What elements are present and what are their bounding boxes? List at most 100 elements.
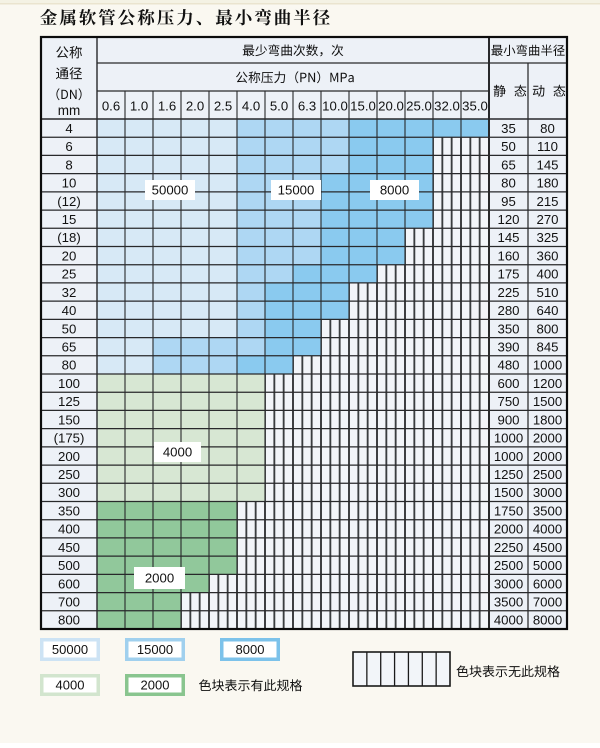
svg-text:3500: 3500 xyxy=(533,503,562,518)
svg-text:10: 10 xyxy=(62,176,77,191)
svg-text:6: 6 xyxy=(65,139,72,154)
svg-text:500: 500 xyxy=(58,558,80,573)
svg-text:(18): (18) xyxy=(57,230,80,245)
svg-text:1000: 1000 xyxy=(494,431,523,446)
svg-text:4000: 4000 xyxy=(494,613,523,628)
svg-text:80: 80 xyxy=(62,358,77,373)
svg-text:145: 145 xyxy=(536,157,558,172)
svg-text:900: 900 xyxy=(497,412,519,427)
svg-text:15: 15 xyxy=(62,212,77,227)
svg-text:1250: 1250 xyxy=(494,467,523,482)
svg-text:280: 280 xyxy=(497,303,519,318)
svg-text:8000: 8000 xyxy=(533,613,562,628)
svg-text:50: 50 xyxy=(501,139,516,154)
svg-text:1750: 1750 xyxy=(494,503,523,518)
svg-text:80: 80 xyxy=(540,121,555,136)
svg-text:2500: 2500 xyxy=(533,467,562,482)
svg-text:35.0: 35.0 xyxy=(462,99,488,114)
svg-text:400: 400 xyxy=(536,267,558,282)
svg-text:65: 65 xyxy=(62,339,77,354)
svg-text:25.0: 25.0 xyxy=(406,99,432,114)
svg-text:270: 270 xyxy=(536,212,558,227)
svg-text:1500: 1500 xyxy=(533,394,562,409)
svg-text:1000: 1000 xyxy=(494,449,523,464)
svg-text:4000: 4000 xyxy=(56,678,85,693)
svg-text:3500: 3500 xyxy=(494,594,523,609)
svg-text:8000: 8000 xyxy=(236,642,265,657)
svg-text:20.0: 20.0 xyxy=(378,99,404,114)
svg-text:750: 750 xyxy=(497,394,519,409)
svg-text:2000: 2000 xyxy=(494,522,523,537)
svg-text:2.5: 2.5 xyxy=(214,99,232,114)
svg-text:300: 300 xyxy=(58,485,80,500)
svg-text:15000: 15000 xyxy=(137,642,173,657)
svg-text:15000: 15000 xyxy=(278,183,315,198)
svg-text:700: 700 xyxy=(58,594,80,609)
svg-text:160: 160 xyxy=(497,248,519,263)
svg-text:3000: 3000 xyxy=(494,576,523,591)
svg-text:3000: 3000 xyxy=(533,485,562,500)
svg-text:65: 65 xyxy=(501,157,516,172)
svg-text:5.0: 5.0 xyxy=(270,99,288,114)
svg-text:800: 800 xyxy=(536,321,558,336)
svg-text:845: 845 xyxy=(536,339,558,354)
svg-text:390: 390 xyxy=(497,339,519,354)
svg-text:1000: 1000 xyxy=(533,358,562,373)
svg-text:600: 600 xyxy=(58,576,80,591)
svg-text:(175): (175) xyxy=(54,431,85,446)
svg-text:5000: 5000 xyxy=(533,558,562,573)
svg-text:225: 225 xyxy=(497,285,519,300)
svg-text:360: 360 xyxy=(536,248,558,263)
svg-text:95: 95 xyxy=(501,194,516,209)
svg-text:25: 25 xyxy=(62,267,77,282)
svg-text:100: 100 xyxy=(58,376,80,391)
svg-text:180: 180 xyxy=(536,176,558,191)
svg-text:145: 145 xyxy=(497,230,519,245)
svg-text:4000: 4000 xyxy=(533,522,562,537)
svg-text:50000: 50000 xyxy=(52,642,88,657)
svg-text:32: 32 xyxy=(62,285,77,300)
svg-text:4500: 4500 xyxy=(533,540,562,555)
svg-text:32.0: 32.0 xyxy=(434,99,460,114)
svg-text:450: 450 xyxy=(58,540,80,555)
svg-text:120: 120 xyxy=(497,212,519,227)
svg-text:50000: 50000 xyxy=(152,183,189,198)
svg-text:50: 50 xyxy=(62,321,77,336)
svg-text:4: 4 xyxy=(65,121,72,136)
svg-text:110: 110 xyxy=(537,139,558,154)
svg-text:1800: 1800 xyxy=(533,412,562,427)
svg-text:(12): (12) xyxy=(57,194,80,209)
svg-text:80: 80 xyxy=(501,176,516,191)
svg-text:480: 480 xyxy=(497,358,519,373)
svg-text:6000: 6000 xyxy=(533,576,562,591)
svg-text:250: 250 xyxy=(58,467,80,482)
svg-text:0.6: 0.6 xyxy=(102,99,120,114)
svg-text:2250: 2250 xyxy=(494,540,523,555)
svg-text:8: 8 xyxy=(65,157,72,172)
svg-text:350: 350 xyxy=(497,321,519,336)
svg-text:mm: mm xyxy=(58,103,81,118)
svg-text:150: 150 xyxy=(58,412,80,427)
svg-text:325: 325 xyxy=(536,230,558,245)
svg-text:600: 600 xyxy=(497,376,519,391)
svg-text:175: 175 xyxy=(497,267,519,282)
svg-text:125: 125 xyxy=(58,394,80,409)
svg-text:2500: 2500 xyxy=(494,558,523,573)
svg-text:350: 350 xyxy=(58,503,80,518)
svg-text:2000: 2000 xyxy=(145,571,174,586)
svg-text:1.0: 1.0 xyxy=(130,99,148,114)
svg-text:2000: 2000 xyxy=(533,449,562,464)
svg-text:40: 40 xyxy=(62,303,77,318)
svg-text:510: 510 xyxy=(536,285,558,300)
svg-text:4000: 4000 xyxy=(163,445,192,460)
svg-text:8000: 8000 xyxy=(380,183,409,198)
svg-text:200: 200 xyxy=(58,449,80,464)
svg-text:2000: 2000 xyxy=(141,678,170,693)
svg-text:1200: 1200 xyxy=(533,376,562,391)
svg-text:1500: 1500 xyxy=(494,485,523,500)
svg-text:35: 35 xyxy=(501,121,516,136)
svg-text:15.0: 15.0 xyxy=(350,99,376,114)
svg-text:10.0: 10.0 xyxy=(322,99,348,114)
svg-text:800: 800 xyxy=(58,613,80,628)
svg-text:7000: 7000 xyxy=(533,594,562,609)
